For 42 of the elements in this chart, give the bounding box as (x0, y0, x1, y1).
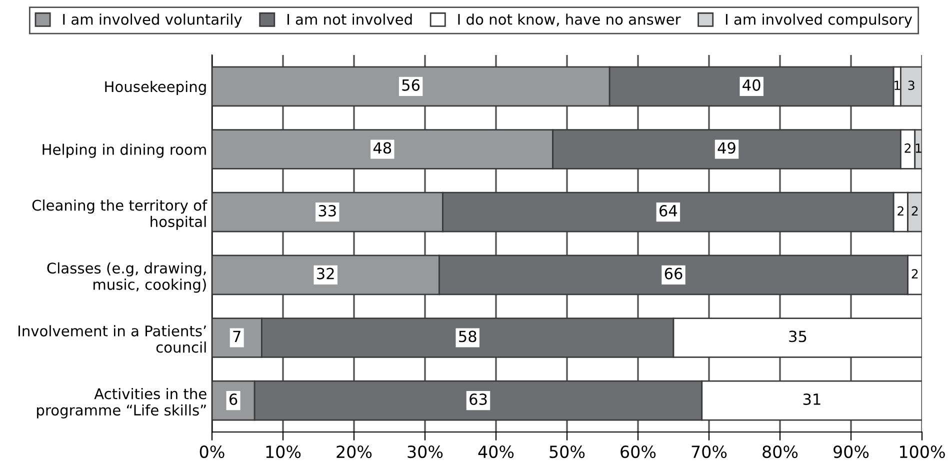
x-tick-label: 0% (200, 445, 224, 458)
data-label: 66 (664, 268, 682, 280)
legend-label: I do not know, have no answer (458, 14, 681, 26)
x-tick-label: 100% (900, 445, 945, 458)
data-label: 3 (908, 80, 914, 90)
data-label: 64 (660, 204, 678, 217)
x-tick-label: 30% (408, 445, 443, 458)
data-label: 6 (230, 393, 238, 406)
data-label: 49 (718, 142, 736, 154)
data-label: 32 (317, 268, 334, 280)
x-tick-label: 80% (762, 445, 798, 458)
data-label: 1 (894, 80, 900, 90)
legend-label: I am involved compulsory (726, 14, 912, 28)
y-tick-label: Classes (e.g, drawing, music, cooking) (47, 262, 206, 293)
data-label: 35 (789, 330, 806, 342)
legend-label: I am involved voluntarily (63, 14, 242, 28)
y-tick-label: Housekeeping (105, 80, 206, 95)
x-tick-label: 60% (620, 445, 656, 458)
data-label: 7 (233, 330, 240, 342)
data-label: 1 (916, 144, 922, 153)
data-label: 48 (373, 142, 392, 154)
y-tick-label: Helping in dining room (42, 144, 206, 158)
y-tick-label: Cleaning the territory of hospital (32, 199, 208, 230)
x-tick-label: 90% (834, 445, 869, 458)
data-label: 2 (912, 269, 918, 278)
data-label: 2 (912, 206, 918, 216)
data-label: 58 (459, 330, 476, 342)
data-label: 2 (898, 206, 904, 216)
y-tick-label: Activities in the programme “Life skills” (37, 388, 206, 418)
x-tick-label: 70% (692, 445, 727, 458)
legend-label: I am not involved (288, 14, 412, 25)
data-label: 2 (904, 143, 911, 153)
x-tick-label: 50% (550, 445, 585, 458)
data-label: 40 (742, 79, 760, 91)
data-label: 56 (402, 79, 420, 91)
x-tick-label: 40% (478, 445, 514, 458)
y-tick-label: Involvement in a Patients’ council (18, 325, 206, 353)
x-tick-label: 20% (336, 445, 372, 458)
data-label: 33 (318, 204, 336, 217)
data-label: 63 (470, 393, 487, 406)
x-tick-label: 10% (266, 445, 301, 458)
data-label: 31 (803, 393, 820, 406)
